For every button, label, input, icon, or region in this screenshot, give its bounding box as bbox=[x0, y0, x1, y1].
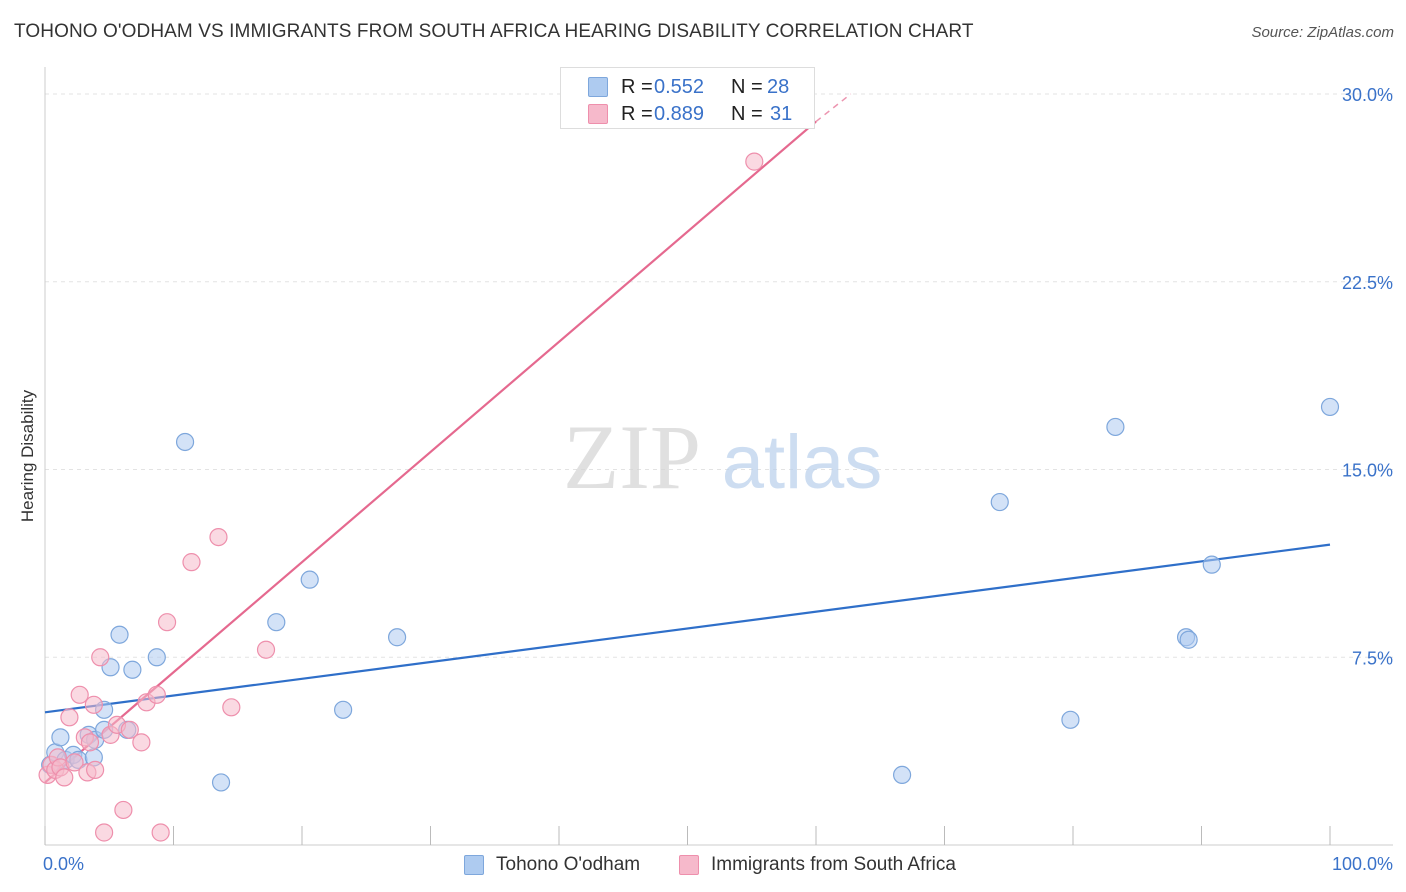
y-axis-label: Hearing Disability bbox=[18, 389, 37, 523]
legend-item-tohono[interactable]: Tohono O'odham bbox=[464, 852, 640, 878]
blue-swatch bbox=[588, 77, 608, 97]
r-label: R = bbox=[621, 75, 653, 98]
legend: Tohono O'odham Immigrants from South Afr… bbox=[0, 852, 1406, 878]
data-point-tohono bbox=[387, 628, 407, 647]
data-point-tohono bbox=[990, 492, 1009, 512]
trend-line-extension bbox=[815, 93, 852, 123]
data-point-tohono bbox=[175, 432, 195, 452]
data-point-south-africa bbox=[70, 685, 89, 704]
legend-label: Immigrants from South Africa bbox=[711, 854, 956, 875]
watermark-atlas: atlas bbox=[722, 420, 883, 505]
data-point-tohono bbox=[334, 700, 353, 719]
trend-lines bbox=[44, 93, 1331, 784]
watermark-zip: ZIP bbox=[563, 406, 701, 508]
data-point-south-africa bbox=[55, 768, 74, 787]
y-tick-label: 22.5% bbox=[1342, 273, 1393, 293]
data-point-tohono bbox=[211, 773, 231, 792]
data-point-south-africa bbox=[222, 698, 241, 717]
data-point-south-africa bbox=[120, 720, 139, 739]
data-point-south-africa bbox=[86, 760, 105, 780]
axes bbox=[44, 67, 1393, 846]
n-value: 31 bbox=[770, 102, 793, 125]
data-point-tohono bbox=[1061, 710, 1080, 729]
r-label: R = bbox=[621, 102, 653, 125]
data-point-south-africa bbox=[157, 613, 177, 632]
r-value: 0.552 bbox=[654, 75, 705, 98]
data-point-tohono bbox=[110, 625, 129, 644]
chart-title: TOHONO O'ODHAM VS IMMIGRANTS FROM SOUTH … bbox=[14, 21, 974, 42]
pink-swatch bbox=[588, 104, 608, 124]
data-point-tohono bbox=[123, 660, 142, 679]
trend-line-tohono bbox=[44, 543, 1331, 714]
data-point-south-africa bbox=[151, 823, 170, 842]
legend-item-south-africa[interactable]: Immigrants from South Africa bbox=[679, 852, 956, 878]
n-label: N = bbox=[731, 102, 763, 125]
data-point-tohono bbox=[892, 765, 912, 785]
y-tick-label: 30.0% bbox=[1342, 85, 1393, 105]
data-point-tohono bbox=[267, 613, 286, 632]
source-credit: Source: ZipAtlas.com bbox=[1251, 24, 1394, 41]
watermark: ZIP atlas bbox=[563, 406, 882, 508]
n-label: N = bbox=[731, 75, 763, 98]
n-value: 28 bbox=[767, 75, 790, 98]
grid-lines bbox=[45, 93, 1393, 658]
data-point-tohono bbox=[147, 648, 166, 667]
y-tick-label: 7.5% bbox=[1352, 648, 1393, 668]
data-point-tohono bbox=[1202, 555, 1221, 574]
x-tick-label: 0.0% bbox=[43, 854, 84, 874]
x-tick-label: 100.0% bbox=[1332, 854, 1393, 874]
data-point-south-africa bbox=[95, 823, 114, 842]
trend-line-south-africa bbox=[44, 120, 817, 784]
data-point-south-africa bbox=[209, 527, 228, 547]
data-point-tohono bbox=[300, 570, 319, 589]
data-point-south-africa bbox=[84, 695, 103, 714]
data-point-south-africa bbox=[256, 640, 276, 659]
tick-labels: 7.5% 15.0% 22.5% 30.0% 0.0% 100.0% bbox=[43, 85, 1393, 874]
data-point-south-africa bbox=[91, 648, 110, 667]
data-point-south-africa bbox=[60, 708, 79, 727]
y-tick-label: 15.0% bbox=[1342, 461, 1393, 481]
data-point-south-africa bbox=[132, 733, 151, 752]
data-points bbox=[38, 152, 1340, 842]
data-point-south-africa bbox=[65, 753, 84, 772]
r-value: 0.889 bbox=[654, 102, 705, 125]
legend-label: Tohono O'odham bbox=[496, 854, 641, 875]
data-point-south-africa bbox=[80, 733, 100, 752]
data-point-south-africa bbox=[182, 553, 201, 572]
data-point-tohono bbox=[1106, 417, 1125, 437]
data-point-tohono bbox=[51, 728, 70, 747]
legend-swatch-pink bbox=[679, 855, 699, 875]
stats-box: R = 0.552 N = 28 R = 0.889 N = 31 bbox=[560, 67, 815, 129]
data-point-tohono bbox=[1179, 630, 1198, 649]
data-point-south-africa bbox=[745, 152, 764, 171]
legend-swatch-blue bbox=[464, 855, 484, 875]
data-point-south-africa bbox=[147, 685, 166, 704]
data-point-tohono bbox=[1320, 397, 1340, 417]
data-point-south-africa bbox=[114, 800, 133, 820]
